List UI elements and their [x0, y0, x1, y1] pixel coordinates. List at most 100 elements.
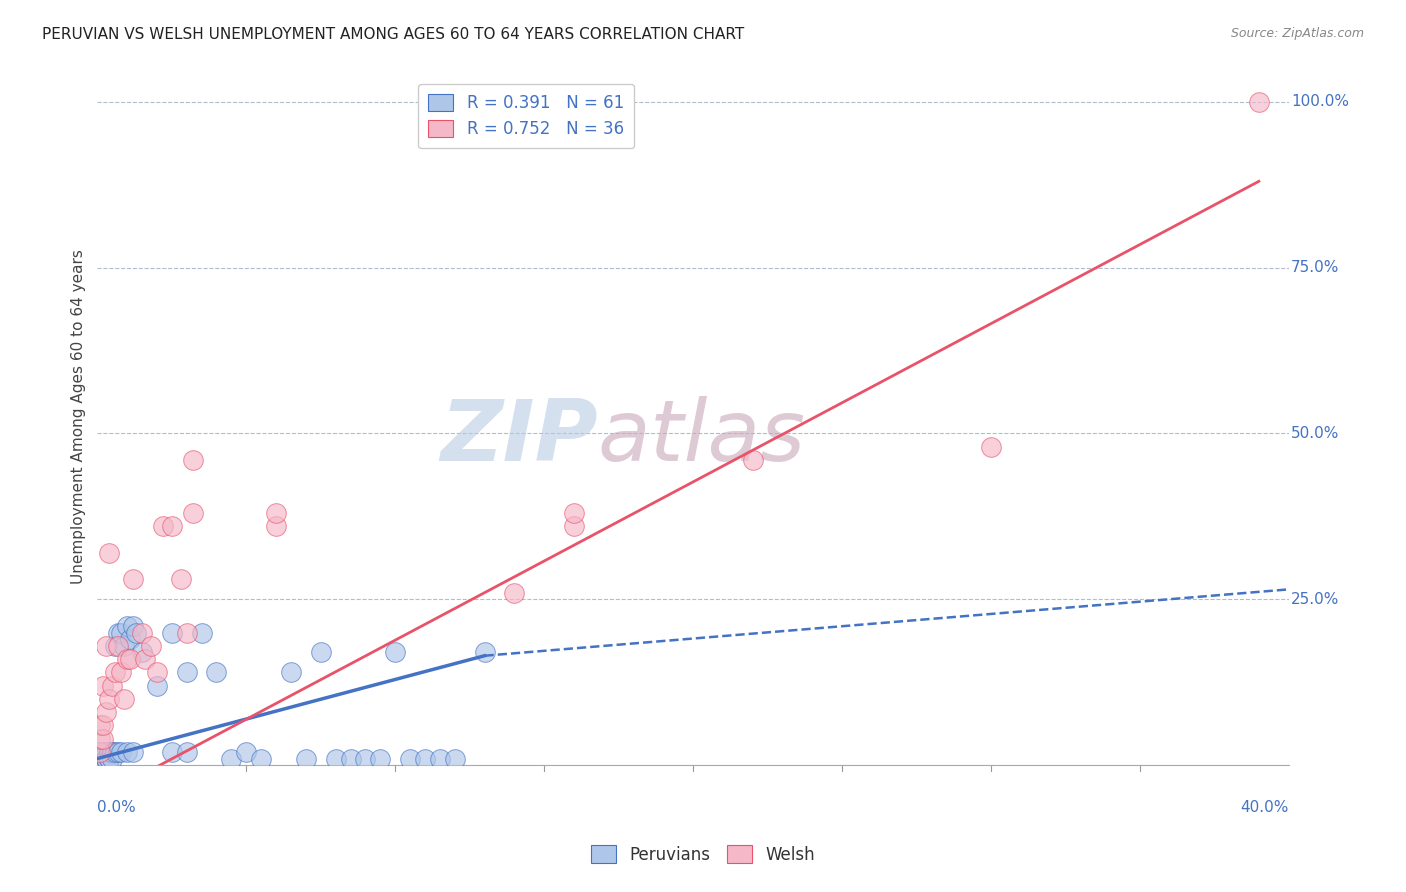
Point — [160, 745, 183, 759]
Point — [413, 751, 436, 765]
Point — [354, 751, 377, 765]
Point — [91, 751, 114, 765]
Point — [160, 519, 183, 533]
Point — [152, 519, 174, 533]
Point — [89, 745, 111, 759]
Point — [89, 751, 111, 765]
Point — [110, 745, 132, 759]
Legend: R = 0.391   N = 61, R = 0.752   N = 36: R = 0.391 N = 61, R = 0.752 N = 36 — [419, 84, 634, 148]
Point — [399, 751, 422, 765]
Text: 100.0%: 100.0% — [1291, 95, 1348, 109]
Point — [122, 573, 145, 587]
Point — [91, 679, 114, 693]
Text: 25.0%: 25.0% — [1291, 591, 1340, 607]
Point — [107, 625, 129, 640]
Point — [98, 546, 121, 560]
Point — [96, 751, 118, 765]
Point — [89, 751, 111, 765]
Point — [110, 665, 132, 680]
Point — [89, 718, 111, 732]
Text: atlas: atlas — [598, 396, 806, 479]
Point — [146, 679, 169, 693]
Point — [101, 745, 124, 759]
Point — [205, 665, 228, 680]
Point — [115, 652, 138, 666]
Text: 75.0%: 75.0% — [1291, 260, 1340, 275]
Point — [98, 745, 121, 759]
Point — [503, 585, 526, 599]
Point — [112, 691, 135, 706]
Point — [176, 665, 198, 680]
Point — [101, 745, 124, 759]
Point — [89, 751, 111, 765]
Point — [122, 619, 145, 633]
Text: ZIP: ZIP — [440, 396, 598, 479]
Point — [368, 751, 391, 765]
Point — [146, 665, 169, 680]
Point — [176, 745, 198, 759]
Point — [89, 751, 111, 765]
Point — [325, 751, 347, 765]
Point — [96, 745, 118, 759]
Point — [170, 573, 193, 587]
Point — [235, 745, 257, 759]
Point — [115, 745, 138, 759]
Point — [104, 639, 127, 653]
Point — [107, 639, 129, 653]
Point — [120, 652, 142, 666]
Point — [101, 679, 124, 693]
Point — [122, 745, 145, 759]
Point — [741, 453, 763, 467]
Point — [101, 751, 124, 765]
Point — [221, 751, 243, 765]
Point — [309, 645, 332, 659]
Point — [562, 519, 585, 533]
Point — [89, 745, 111, 759]
Y-axis label: Unemployment Among Ages 60 to 64 years: Unemployment Among Ages 60 to 64 years — [72, 250, 86, 584]
Point — [125, 625, 148, 640]
Point — [104, 665, 127, 680]
Point — [91, 718, 114, 732]
Point — [96, 751, 118, 765]
Point — [190, 625, 212, 640]
Point — [120, 632, 142, 647]
Point — [91, 751, 114, 765]
Point — [98, 751, 121, 765]
Text: 40.0%: 40.0% — [1240, 800, 1289, 815]
Point — [562, 506, 585, 520]
Text: 0.0%: 0.0% — [97, 800, 136, 815]
Point — [98, 751, 121, 765]
Point — [429, 751, 451, 765]
Point — [91, 731, 114, 746]
Point — [91, 751, 114, 765]
Point — [250, 751, 273, 765]
Point — [110, 625, 132, 640]
Point — [280, 665, 302, 680]
Point — [384, 645, 406, 659]
Point — [98, 745, 121, 759]
Point — [443, 751, 465, 765]
Point — [264, 519, 287, 533]
Text: 50.0%: 50.0% — [1291, 426, 1340, 441]
Point — [160, 625, 183, 640]
Point — [112, 639, 135, 653]
Point — [96, 639, 118, 653]
Point — [1247, 95, 1270, 109]
Point — [339, 751, 361, 765]
Point — [89, 751, 111, 765]
Point — [115, 619, 138, 633]
Point — [134, 652, 156, 666]
Point — [474, 645, 496, 659]
Point — [104, 745, 127, 759]
Legend: Peruvians, Welsh: Peruvians, Welsh — [585, 838, 821, 871]
Point — [139, 639, 162, 653]
Point — [181, 506, 204, 520]
Point — [91, 745, 114, 759]
Point — [96, 705, 118, 719]
Point — [98, 691, 121, 706]
Text: Source: ZipAtlas.com: Source: ZipAtlas.com — [1230, 27, 1364, 40]
Point — [131, 625, 153, 640]
Point — [264, 506, 287, 520]
Text: PERUVIAN VS WELSH UNEMPLOYMENT AMONG AGES 60 TO 64 YEARS CORRELATION CHART: PERUVIAN VS WELSH UNEMPLOYMENT AMONG AGE… — [42, 27, 744, 42]
Point — [91, 751, 114, 765]
